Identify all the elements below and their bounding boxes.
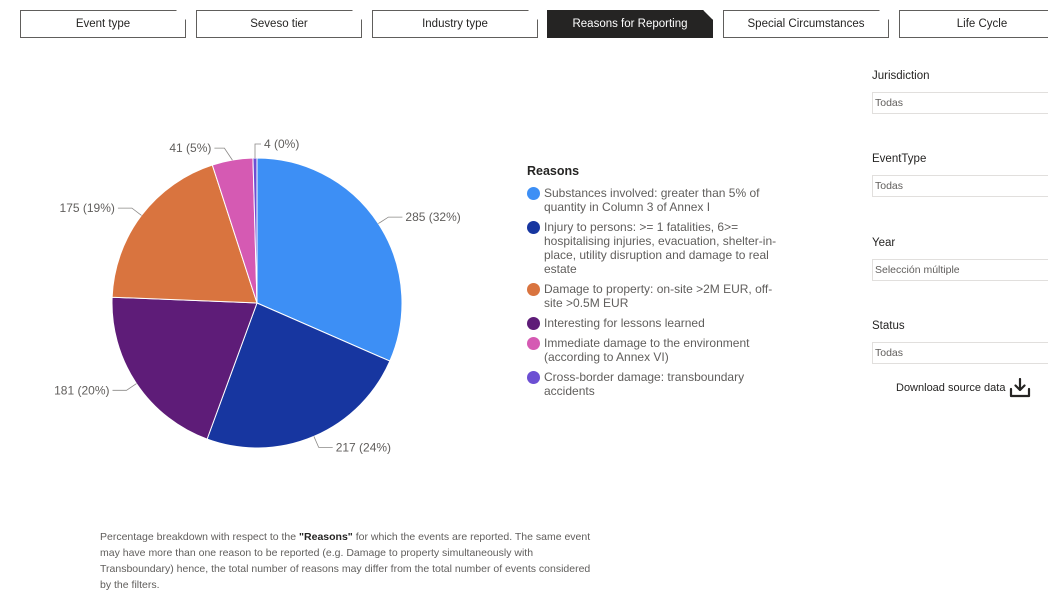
leader-line: [112, 383, 137, 391]
slicer-label: Year: [872, 237, 896, 249]
legend-label: Immediate damage to the environment (acc…: [544, 336, 750, 364]
legend-label: Injury to persons: >= 1 fatalities, 6>= …: [544, 220, 777, 276]
legend-color-dot: [527, 283, 540, 296]
tab-seveso-tier[interactable]: Seveso tier: [196, 10, 362, 38]
footnote-suffix: for which the events are reported. The s…: [100, 531, 591, 591]
tab-reasons-for-reporting[interactable]: Reasons for Reporting: [547, 10, 713, 38]
event-type-dropdown[interactable]: Todas: [872, 175, 1048, 197]
chart-legend: Reasons Substances involved: greater tha…: [527, 164, 787, 404]
tab-label: Industry type: [422, 18, 488, 30]
footnote-text: Percentage breakdown with respect to the…: [100, 529, 600, 593]
tab-special-circumstances[interactable]: Special Circumstances: [723, 10, 889, 38]
slice-data-label: 181 (20%): [54, 383, 109, 397]
tab-label: Special Circumstances: [747, 18, 865, 30]
legend-color-dot: [527, 371, 540, 384]
year-dropdown[interactable]: Selección múltiple: [872, 259, 1048, 281]
pie-slice[interactable]: [111, 296, 258, 440]
tab-life-cycle[interactable]: Life Cycle: [899, 10, 1048, 38]
tab-label: Life Cycle: [956, 18, 1008, 30]
legend-title: Reasons: [527, 164, 580, 178]
footnote-bold: "Reasons": [299, 531, 353, 543]
slice-data-label: 4 (0%): [264, 137, 299, 151]
status-dropdown[interactable]: Todas: [872, 342, 1048, 364]
slicer-label: EventType: [872, 153, 927, 165]
report-tabs: Event type Seveso tier Industry type Rea…: [20, 10, 1048, 40]
slicer-label: Jurisdiction: [872, 70, 930, 82]
download-source-data-button[interactable]: Download source data: [896, 378, 1031, 398]
legend-label: Damage to property: on-site >2M EUR, off…: [544, 282, 773, 310]
download-icon: [1010, 378, 1031, 398]
jurisdiction-dropdown[interactable]: Todas: [872, 92, 1048, 114]
download-label: Download source data: [896, 382, 1006, 394]
pie-slice[interactable]: [206, 302, 391, 449]
leader-line: [254, 143, 261, 158]
legend-item[interactable]: Substances involved: greater than 5% of …: [527, 186, 787, 214]
pie-slice[interactable]: [252, 157, 258, 304]
footnote-prefix: Percentage breakdown with respect to the: [100, 531, 300, 543]
pie-slice[interactable]: [256, 157, 403, 362]
legend-label: Substances involved: greater than 5% of …: [544, 186, 760, 214]
leader-line: [214, 147, 233, 161]
slice-data-label: 175 (19%): [60, 201, 115, 215]
legend-item[interactable]: Interesting for lessons learned: [527, 316, 787, 330]
slice-data-label: 41 (5%): [169, 141, 211, 155]
tab-label: Seveso tier: [250, 18, 308, 30]
jurisdiction-slicer: Jurisdiction Todas: [872, 70, 1048, 114]
legend-color-dot: [527, 187, 540, 200]
slice-data-label: 285 (32%): [405, 210, 460, 224]
status-slicer: Status Todas: [872, 320, 1048, 364]
legend-label: Cross-border damage: transboundary accid…: [544, 370, 745, 398]
year-slicer: Year Selección múltiple: [872, 237, 1048, 281]
legend-item[interactable]: Immediate damage to the environment (acc…: [527, 336, 787, 364]
reasons-pie-chart: 285 (32%) 217 (24%) 181 (20%) 175 (19%) 41 (…: [54, 137, 461, 454]
legend-item[interactable]: Cross-border damage: transboundary accid…: [527, 370, 787, 398]
tab-industry-type[interactable]: Industry type: [372, 10, 538, 38]
tab-label: Reasons for Reporting: [572, 18, 688, 30]
leader-line: [313, 436, 333, 448]
event-type-slicer: EventType Todas: [872, 153, 1048, 197]
legend-color-dot: [527, 317, 540, 330]
legend-color-dot: [527, 221, 540, 234]
tab-label: Event type: [75, 18, 131, 30]
slice-data-label: 217 (24%): [336, 440, 391, 454]
leader-line: [117, 207, 142, 216]
legend-item[interactable]: Injury to persons: >= 1 fatalities, 6>= …: [527, 220, 787, 276]
leader-line: [378, 216, 403, 224]
legend-label: Interesting for lessons learned: [544, 316, 705, 330]
tab-event-type[interactable]: Event type: [20, 10, 186, 38]
slicer-label: Status: [872, 320, 905, 332]
legend-item[interactable]: Damage to property: on-site >2M EUR, off…: [527, 282, 787, 310]
legend-color-dot: [527, 337, 540, 350]
